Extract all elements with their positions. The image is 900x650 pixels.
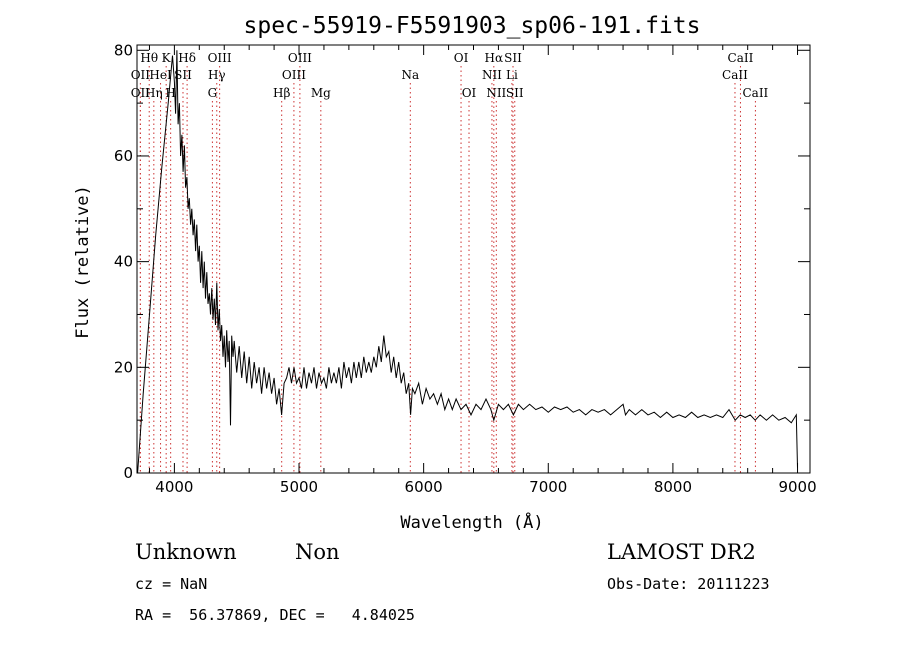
- x-tick-label: 9000: [778, 478, 816, 496]
- line-marker-label: Hδ: [178, 51, 196, 65]
- x-axis-ticks: 4000 5000 6000 7000 8000 9000: [148, 45, 817, 496]
- x-tick-label: 8000: [654, 478, 692, 496]
- line-marker-label: Hθ: [140, 51, 158, 65]
- line-marker-label: OI: [462, 86, 477, 100]
- line-marker-label: OIII: [288, 51, 312, 65]
- line-marker-label: Hη: [145, 86, 163, 100]
- survey-name: LAMOST DR2: [607, 540, 756, 564]
- y-tick-label: 80: [114, 41, 133, 59]
- x-axis-label: Wavelength (Å): [400, 511, 543, 533]
- line-marker-label: NII: [482, 68, 502, 82]
- y-tick-label: 20: [114, 358, 133, 376]
- line-marker-label: OIII: [208, 51, 232, 65]
- line-marker-label: Na: [401, 68, 419, 82]
- x-tick-label: 6000: [405, 478, 443, 496]
- line-marker-label: K: [162, 51, 172, 65]
- observation-date: Obs-Date: 20111223: [607, 575, 770, 593]
- y-axis-ticks: 0 20 40 60 80: [114, 41, 810, 482]
- line-marker-label: Mg: [311, 86, 331, 100]
- line-markers: [139, 66, 756, 473]
- line-marker-label: OIII: [282, 68, 306, 82]
- spectral-class: Unknown: [135, 540, 237, 564]
- y-tick-label: 40: [114, 253, 133, 271]
- y-tick-label: 0: [123, 464, 133, 482]
- line-marker-label: OII: [131, 68, 151, 82]
- line-marker-label: Li: [506, 68, 518, 82]
- line-marker-label: SII: [174, 68, 192, 82]
- x-tick-label: 4000: [155, 478, 193, 496]
- redshift-cz: cz = NaN: [135, 575, 207, 593]
- spectral-subclass: Non: [295, 540, 340, 564]
- line-marker-label: HeI: [149, 68, 172, 82]
- line-marker-label: CaII: [722, 68, 748, 82]
- y-tick-label: 60: [114, 147, 133, 165]
- line-marker-label: NII: [486, 86, 506, 100]
- line-marker-label: G: [208, 86, 218, 100]
- line-marker-label: SII: [506, 86, 524, 100]
- x-tick-label: 7000: [529, 478, 567, 496]
- line-marker-label: OII: [131, 86, 151, 100]
- y-axis-label: Flux (relative): [73, 185, 93, 339]
- line-marker-label: OI: [454, 51, 469, 65]
- line-marker-label: H: [165, 86, 175, 100]
- line-marker-label: CaII: [728, 51, 754, 65]
- line-marker-label: SII: [504, 51, 522, 65]
- chart-title: spec-55919-F5591903_sp06-191.fits: [244, 13, 701, 39]
- spectrum-line: [137, 50, 798, 474]
- line-marker-label: Hα: [485, 51, 504, 65]
- line-marker-label: Hβ: [273, 86, 290, 100]
- coordinates: RA = 56.37869, DEC = 4.84025: [135, 606, 415, 624]
- x-tick-label: 5000: [280, 478, 318, 496]
- line-marker-label: Hγ: [208, 68, 226, 82]
- line-marker-label: CaII: [742, 86, 768, 100]
